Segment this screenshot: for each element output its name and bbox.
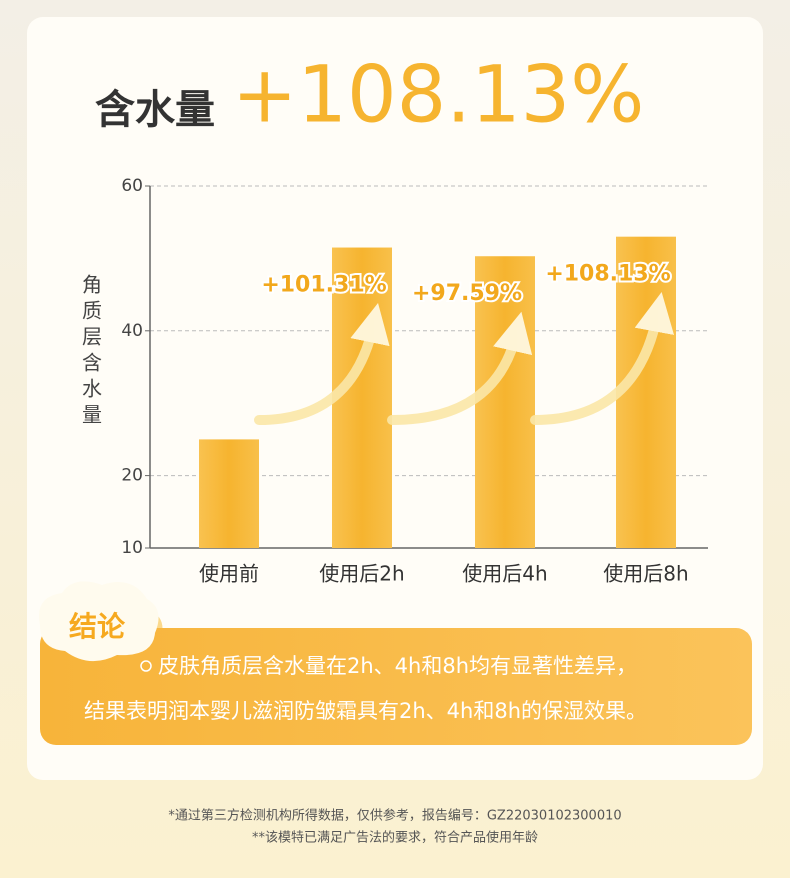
- y-tick-label: 60: [121, 176, 143, 196]
- footnote: *通过第三方检测机构所得数据，仅供参考，报告编号：GZ2203010230001…: [168, 808, 621, 824]
- badge: [38, 581, 159, 662]
- conclusion-line: 结果表明润本婴儿滋润防皱霜具有2h、4h和8h的保湿效果。: [84, 699, 647, 723]
- headline-value: +108.13%: [232, 50, 644, 140]
- annotation: +97.59%: [412, 281, 522, 306]
- x-tick-label: 使用前: [199, 562, 259, 586]
- footnote: **该模特已满足广告法的要求，符合产品使用年龄: [252, 830, 538, 846]
- y-axis-label-char: 量: [82, 403, 102, 427]
- bar: [199, 439, 259, 548]
- badge-text: 结论: [69, 610, 126, 643]
- y-tick-label: 20: [121, 466, 143, 486]
- x-tick-label: 使用后4h: [462, 562, 547, 586]
- conclusion-line: 皮肤角质层含水量在2h、4h和8h均有显著性差异，: [158, 654, 637, 678]
- bar: [332, 247, 392, 549]
- y-axis-label: 角质层含水量: [82, 273, 102, 427]
- y-axis-label-char: 质: [82, 299, 102, 323]
- y-tick-label: 40: [121, 321, 143, 341]
- y-axis-label-char: 含: [82, 351, 102, 375]
- x-tick-label: 使用后2h: [319, 562, 404, 586]
- y-axis-label-char: 角: [82, 273, 102, 297]
- arrow: [387, 311, 533, 425]
- x-tick-label: 使用后8h: [603, 562, 688, 586]
- bar: [475, 256, 535, 548]
- bullet: [140, 660, 152, 672]
- conclusion-box: [40, 628, 752, 745]
- annotation: +101.31%: [261, 273, 386, 298]
- y-tick-label: 10: [121, 538, 143, 558]
- y-axis-label-char: 水: [82, 377, 102, 401]
- headline-label: 含水量: [95, 87, 215, 133]
- annotation: +108.13%: [545, 262, 670, 287]
- arrow: [530, 292, 675, 425]
- card: [27, 17, 763, 780]
- y-axis-label-char: 层: [82, 325, 102, 349]
- bar: [616, 236, 676, 548]
- arrow: [254, 302, 390, 425]
